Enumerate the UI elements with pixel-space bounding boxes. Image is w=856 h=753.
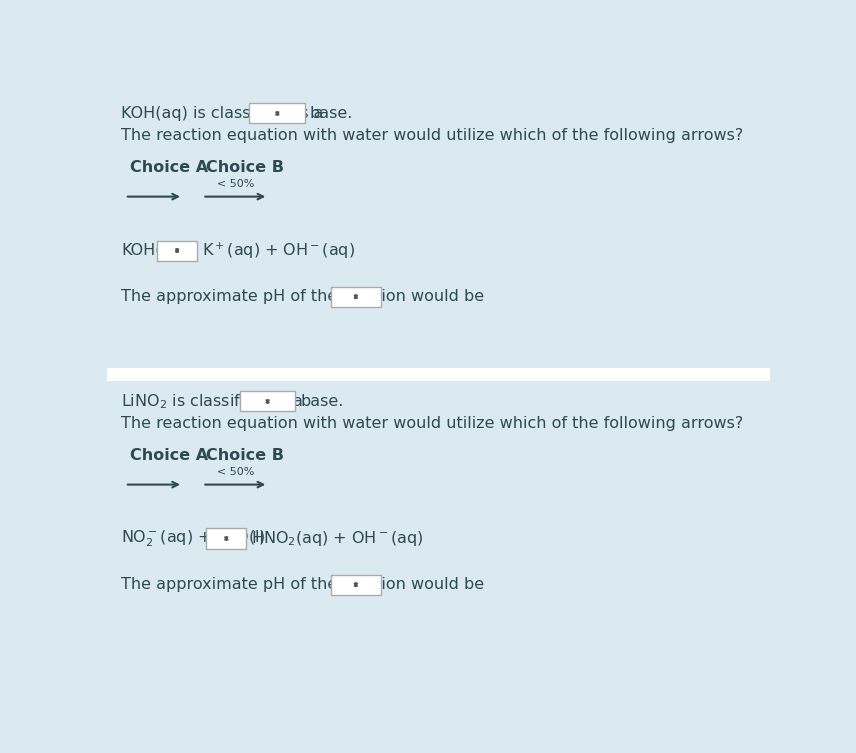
Text: Choice B: Choice B: [206, 448, 284, 463]
Text: The reaction equation with water would utilize which of the following arrows?: The reaction equation with water would u…: [121, 127, 743, 142]
Text: Choice A: Choice A: [130, 448, 208, 463]
Bar: [330, 575, 381, 595]
Bar: [206, 529, 247, 548]
Bar: [330, 287, 381, 306]
Text: NO$_2^-$(aq) + H$_2$O(l): NO$_2^-$(aq) + H$_2$O(l): [121, 529, 266, 549]
Text: KOH(aq) is classified as a: KOH(aq) is classified as a: [121, 106, 324, 121]
Text: < 50%: < 50%: [217, 179, 254, 189]
Text: KOH(aq): KOH(aq): [121, 243, 187, 258]
Bar: [107, 367, 770, 382]
Text: The reaction equation with water would utilize which of the following arrows?: The reaction equation with water would u…: [121, 416, 743, 431]
Text: K$^+$(aq) + OH$^-$(aq): K$^+$(aq) + OH$^-$(aq): [202, 240, 355, 261]
Text: Choice A: Choice A: [130, 160, 208, 175]
Text: HNO$_2$(aq) + OH$^-$(aq): HNO$_2$(aq) + OH$^-$(aq): [251, 529, 424, 548]
Bar: [157, 240, 197, 261]
Text: base.: base.: [300, 394, 343, 409]
Bar: [240, 392, 295, 411]
Text: LiNO$_2$ is classified as a: LiNO$_2$ is classified as a: [121, 392, 302, 411]
Text: base.: base.: [310, 106, 354, 121]
Text: The approximate pH of the solution would be: The approximate pH of the solution would…: [121, 578, 484, 592]
Bar: [249, 103, 306, 123]
Text: The approximate pH of the solution would be: The approximate pH of the solution would…: [121, 289, 484, 304]
Text: < 50%: < 50%: [217, 467, 254, 477]
Text: Choice B: Choice B: [206, 160, 284, 175]
